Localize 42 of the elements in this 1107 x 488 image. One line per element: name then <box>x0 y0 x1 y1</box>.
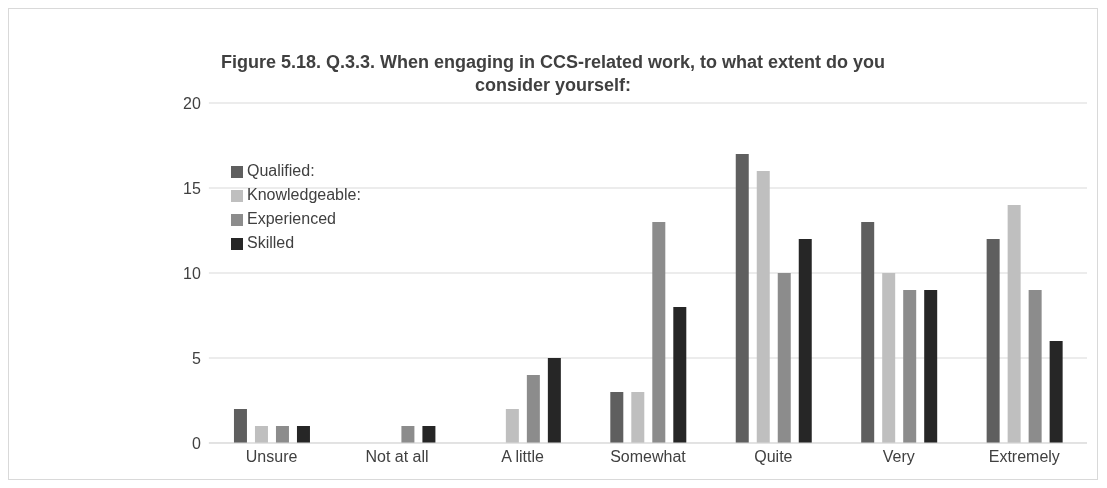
x-tick-label: Unsure <box>245 448 298 466</box>
bar <box>547 358 561 443</box>
bar <box>861 222 875 443</box>
bar <box>610 392 624 443</box>
bar <box>735 154 749 443</box>
bar <box>631 392 645 443</box>
bar <box>882 273 896 443</box>
y-tick-label: 5 <box>191 349 201 367</box>
x-tick-label: Quite <box>754 448 793 466</box>
x-tick-label: A little <box>501 448 544 466</box>
legend-label: Experienced <box>247 210 336 227</box>
chart-title: Figure 5.18. Q.3.3. When engaging in CCS-related work, to what extent do you consider yourself: <box>219 51 887 97</box>
bar <box>296 426 310 443</box>
bar <box>1049 341 1063 443</box>
bar <box>422 426 436 443</box>
bar <box>756 171 770 443</box>
x-tick-label: Not at all <box>365 448 429 466</box>
bar <box>673 307 687 443</box>
y-tick-label: 0 <box>191 434 201 452</box>
x-tick-label: Very <box>882 448 915 466</box>
bar <box>798 239 812 443</box>
legend-label: Qualified: <box>247 162 315 179</box>
bar <box>652 222 666 443</box>
y-tick-label: 20 <box>183 94 201 112</box>
legend-label: Knowledgeable: <box>247 186 361 203</box>
legend-label: Skilled <box>247 234 295 251</box>
bar <box>254 426 268 443</box>
bar <box>924 290 938 443</box>
x-tick-label: Extremely <box>988 448 1060 466</box>
bar <box>401 426 415 443</box>
bar <box>526 375 540 443</box>
x-tick-label: Somewhat <box>610 448 687 466</box>
bar <box>233 409 247 443</box>
y-tick-label: 15 <box>183 179 201 197</box>
bar <box>777 273 791 443</box>
bar <box>275 426 289 443</box>
bar <box>1007 205 1021 443</box>
bar <box>1028 290 1042 443</box>
bar <box>505 409 519 443</box>
bar <box>986 239 1000 443</box>
bar <box>903 290 917 443</box>
y-tick-label: 10 <box>183 264 201 282</box>
